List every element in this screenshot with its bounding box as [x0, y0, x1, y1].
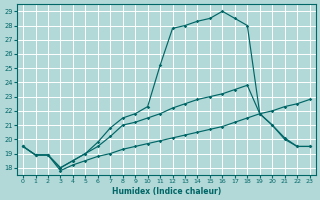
X-axis label: Humidex (Indice chaleur): Humidex (Indice chaleur) — [112, 187, 221, 196]
